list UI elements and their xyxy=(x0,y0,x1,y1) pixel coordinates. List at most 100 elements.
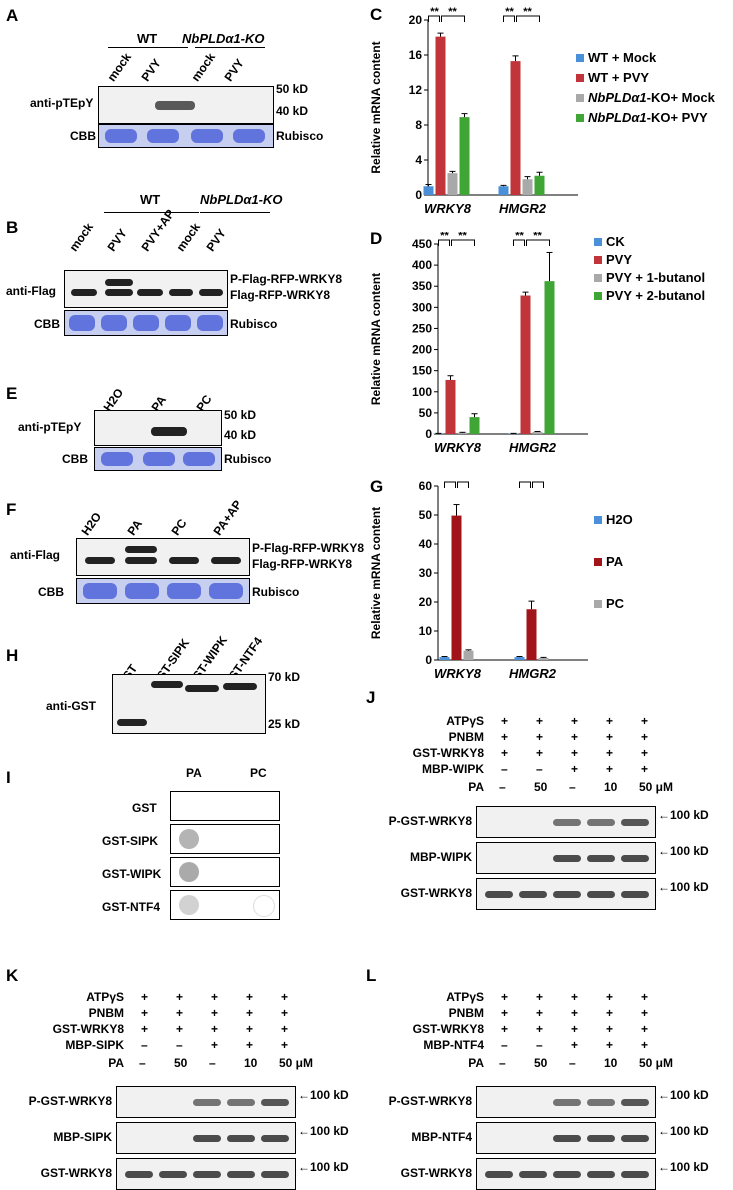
assay-sign: + xyxy=(246,990,253,1004)
assay-row-label: ATPγS xyxy=(86,990,124,1004)
blot-label: GST-WRKY8 xyxy=(41,1166,112,1180)
category-label: HMGR2 xyxy=(509,440,557,455)
panel-l-label: L xyxy=(366,966,376,986)
blot-band xyxy=(587,1135,615,1142)
category-label: WRKY8 xyxy=(434,440,482,455)
legend-swatch xyxy=(594,274,602,282)
assay-sign: + xyxy=(141,1006,148,1020)
assay-sign: + xyxy=(536,730,543,744)
blot-band xyxy=(193,1099,221,1106)
panel-a-label: A xyxy=(6,6,18,26)
blot-band xyxy=(587,891,615,898)
lane-label: mock xyxy=(67,220,96,254)
significance-mark: ** xyxy=(521,478,530,484)
row-label: GST-SIPK xyxy=(102,834,158,848)
assay-sign: + xyxy=(536,746,543,760)
bar xyxy=(440,657,450,660)
lane-label: PVY xyxy=(139,56,164,84)
blot-band xyxy=(587,819,615,826)
rubisco-label: Rubisco xyxy=(230,317,277,331)
assay-sign: – xyxy=(501,1038,508,1052)
marker-label: ←100 kD xyxy=(658,1124,709,1138)
bar xyxy=(533,432,543,434)
bar xyxy=(511,61,521,195)
y-axis-label: Relative mRNA content xyxy=(369,507,383,639)
assay-pa-value: 50 xyxy=(534,1056,547,1070)
marker-label: ←100 kD xyxy=(658,808,709,822)
panel-label: G xyxy=(370,478,383,496)
blot-band xyxy=(261,1099,289,1106)
assay-sign: – xyxy=(501,762,508,776)
assay-pa-value: – xyxy=(139,1056,146,1070)
blot-band xyxy=(553,1171,581,1178)
marker-label: 25 kD xyxy=(268,717,300,731)
assay-row-label: ATPγS xyxy=(446,714,484,728)
bar xyxy=(521,296,531,434)
legend-swatch xyxy=(594,600,602,608)
blot-band xyxy=(553,1099,581,1106)
assay-sign: + xyxy=(141,990,148,1004)
blot-image xyxy=(64,270,228,308)
antibody-label: anti-Flag xyxy=(10,548,60,562)
blot-label: MBP-SIPK xyxy=(53,1130,112,1144)
blot-band xyxy=(587,1171,615,1178)
antibody-label: anti-Flag xyxy=(6,284,56,298)
antibody-label: anti-pTEpY xyxy=(18,420,81,434)
panel-e-label: E xyxy=(6,384,17,404)
assay-sign: + xyxy=(571,990,578,1004)
y-tick-label: 12 xyxy=(409,83,423,97)
assay-sign: + xyxy=(641,1022,648,1036)
assay-sign: + xyxy=(176,1022,183,1036)
y-tick-label: 8 xyxy=(415,118,422,132)
assay-pa-value: – xyxy=(499,780,506,794)
blot-image xyxy=(476,1158,656,1190)
bar xyxy=(448,173,458,195)
bar xyxy=(523,179,533,195)
y-tick-label: 200 xyxy=(412,343,432,357)
assay-pa-value: 50 μM xyxy=(279,1056,313,1070)
group-wt-line xyxy=(104,212,199,213)
bar xyxy=(527,609,537,660)
cbb-label: CBB xyxy=(38,585,64,599)
marker-label: ←100 kD xyxy=(658,1160,709,1174)
blot-label: P-GST-WRKY8 xyxy=(389,814,472,828)
blot-image xyxy=(476,1122,656,1154)
assay-sign: + xyxy=(641,990,648,1004)
assay-row-label: PA xyxy=(468,780,484,794)
dot-blot-strip xyxy=(170,890,280,920)
y-tick-label: 250 xyxy=(412,321,432,335)
chart-d: Relative mRNA content0501001502002503003… xyxy=(366,232,733,482)
assay-sign: + xyxy=(501,746,508,760)
assay-sign: + xyxy=(641,714,648,728)
assay-pa-value: 50 xyxy=(534,780,547,794)
significance-mark: ** xyxy=(458,232,467,242)
y-tick-label: 0 xyxy=(425,653,432,667)
assay-sign: – xyxy=(141,1038,148,1052)
cbb-image xyxy=(94,447,222,471)
blot-label: MBP-WIPK xyxy=(410,850,472,864)
category-label: WRKY8 xyxy=(434,666,482,681)
legend-swatch xyxy=(576,54,584,62)
panel-h-label: H xyxy=(6,646,18,666)
assay-sign: + xyxy=(641,1006,648,1020)
assay-sign: + xyxy=(606,746,613,760)
blot-image xyxy=(116,1158,296,1190)
group-ko-line xyxy=(200,212,270,213)
marker-label: ←100 kD xyxy=(298,1160,349,1174)
blot-image xyxy=(94,410,222,446)
blot-band xyxy=(193,1171,221,1178)
assay-sign: + xyxy=(536,990,543,1004)
blot-band xyxy=(587,855,615,862)
blot-image xyxy=(476,878,656,910)
blot-label: MBP-NTF4 xyxy=(411,1130,472,1144)
blot-band xyxy=(621,1171,649,1178)
blot-image xyxy=(116,1086,296,1118)
assay-sign: + xyxy=(211,1038,218,1052)
dot-blot-strip xyxy=(170,791,280,821)
y-tick-label: 150 xyxy=(412,364,432,378)
assay-sign: + xyxy=(606,1038,613,1052)
panel-i-label: I xyxy=(6,768,11,788)
group-ko-label: NbPLDα1-KO xyxy=(182,31,264,46)
cbb-label: CBB xyxy=(34,317,60,331)
y-tick-label: 10 xyxy=(419,624,433,638)
